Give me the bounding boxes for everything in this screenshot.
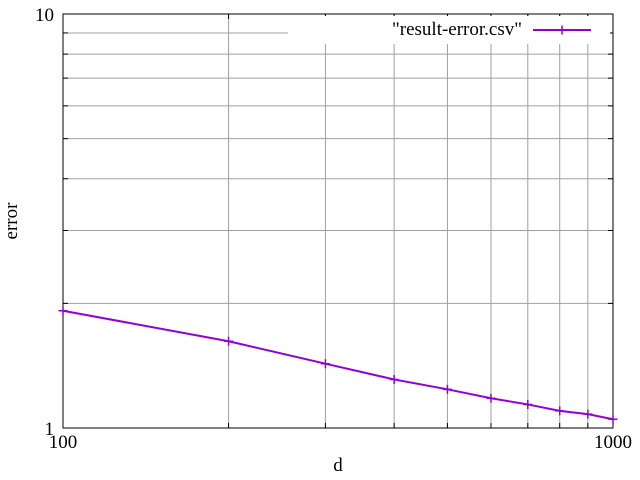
x-tick-label: 1000 (594, 432, 632, 453)
data-point (442, 384, 452, 394)
legend: "result-error.csv" (288, 16, 610, 44)
data-point (58, 306, 68, 316)
legend-marker (557, 25, 567, 35)
data-point (320, 359, 330, 369)
y-axis-title: error (1, 202, 22, 240)
x-axis-title: d (333, 455, 343, 476)
series-line (62, 309, 614, 421)
x-tick-label: 100 (49, 432, 78, 453)
legend-label: "result-error.csv" (392, 19, 522, 40)
plot-frame (62, 13, 614, 429)
series-layer (58, 306, 618, 424)
data-point (583, 409, 593, 419)
data-point (555, 406, 565, 416)
data-point (486, 393, 496, 403)
data-point (224, 336, 234, 346)
y-tick-label: 10 (35, 5, 54, 26)
y-tick-label: 1 (45, 419, 55, 440)
data-point (608, 414, 618, 424)
data-point (523, 399, 533, 409)
grid (63, 14, 613, 428)
data-point (389, 374, 399, 384)
